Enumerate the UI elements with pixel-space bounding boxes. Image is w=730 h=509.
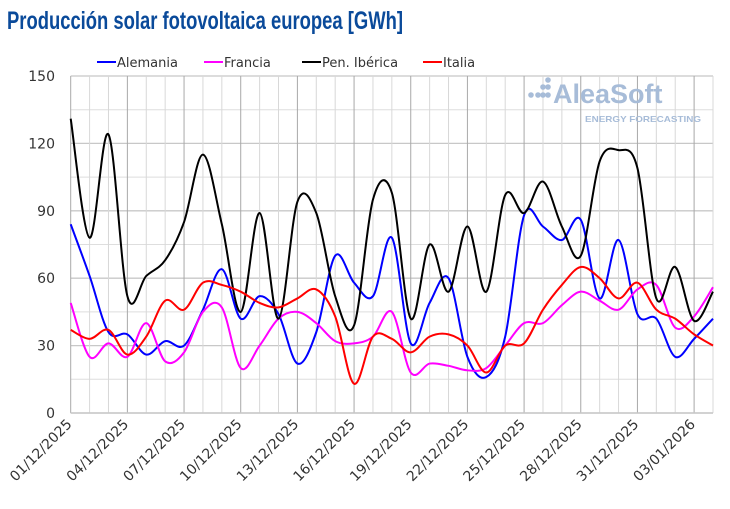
y-axis: 0 30 60 90 120 150 [28,69,55,422]
chart-title: Producción solar fotovoltaica europea [G… [7,7,403,35]
aleasoft-logo: AleaSoft ENERGY FORECASTING [528,77,701,124]
y-tick-label: 30 [37,339,55,355]
logo-dot [545,92,551,98]
series-lines [69,118,714,385]
series-line-francia [69,281,714,376]
logo-dot [540,84,546,90]
logo-dots-icon [528,77,551,98]
legend: Alemania Francia Pen. Ibérica Italia [97,56,475,71]
y-tick-label: 90 [37,204,55,220]
y-tick-label: 0 [46,406,55,422]
legend-label: Alemania [117,56,178,71]
logo-dot [528,92,534,98]
y-tick-label: 150 [28,69,55,85]
logo-dot [545,84,551,90]
logo-tagline: ENERGY FORECASTING [585,114,701,124]
series-line-italia [70,265,714,385]
series-line-pen-ibérica [69,118,714,332]
logo-dot [545,77,551,83]
series-line-alemania [69,207,714,379]
logo-dot [540,92,546,98]
grid [70,75,714,414]
legend-label: Italia [443,56,475,71]
legend-label: Francia [224,56,271,71]
y-tick-label: 120 [28,136,55,152]
logo-brand: AleaSoft [553,79,663,109]
legend-label: Pen. Ibérica [322,56,398,71]
logo-dot [535,92,541,98]
y-tick-label: 60 [37,271,55,287]
x-axis: 01/12/202504/12/202507/12/202510/12/2025… [7,416,699,484]
